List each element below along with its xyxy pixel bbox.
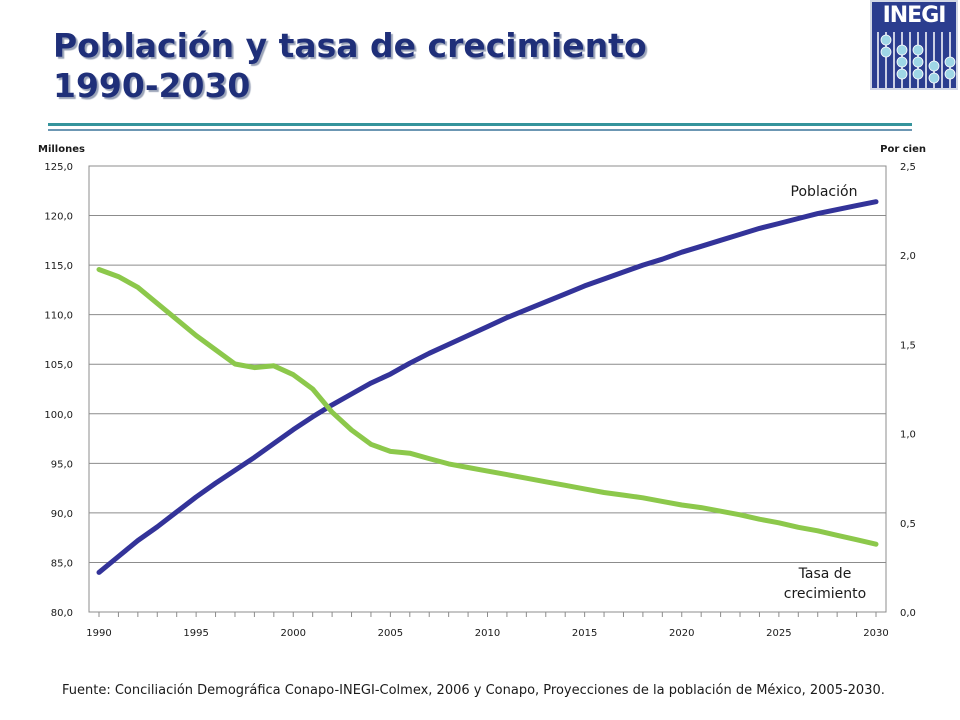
grid-layer (89, 165, 886, 613)
x-tick-label: 2000 (281, 628, 306, 639)
title-line-2: 1990-2030 (53, 66, 251, 105)
tasa-annotation-line: Tasa de (798, 566, 852, 582)
x-tick-label: 2005 (378, 628, 403, 639)
annotation-layer: Población Tasa de crecimiento (784, 184, 866, 602)
y-left-tick-label: 85,0 (51, 558, 73, 569)
y-left-axis-label: Millones (38, 144, 85, 155)
y-left-tick-label: 105,0 (44, 360, 73, 371)
plot-area (88, 165, 887, 613)
title-divider-bottom (48, 129, 912, 131)
y-left-tick-label: 115,0 (44, 261, 73, 272)
poblacion-annotation: Población (791, 184, 858, 200)
x-tick-label: 2010 (475, 628, 500, 639)
page-title: Población y tasa de crecimiento 1990-203… (53, 26, 647, 106)
x-tick-label: 1995 (183, 628, 208, 639)
y-right-tick-label: 2,0 (900, 251, 916, 262)
title-divider-top (48, 123, 912, 126)
axes-layer: 80,0 85,0 90,0 95,0 100,0 105,0 110,0 115,0 120,… (38, 144, 926, 639)
y-right-tick-label: 1,5 (900, 340, 916, 351)
y-right-tick-label: 0,0 (900, 608, 916, 619)
logo-text: INEGI (882, 3, 947, 28)
y-right-tick-label: 2,5 (900, 162, 916, 173)
y-left-tick-label: 80,0 (51, 608, 73, 619)
y-right-axis-label: Por cien (880, 144, 926, 155)
y-left-tick-label: 90,0 (51, 509, 73, 520)
series-layer (96, 199, 879, 575)
y-right-tick-label: 1,0 (900, 430, 916, 441)
poblacion-line (96, 199, 879, 575)
inegi-logo-dots-icon (877, 32, 956, 88)
tasa-annotation-line: crecimiento (784, 586, 866, 602)
x-tick-label: 1990 (86, 628, 111, 639)
source-note: Fuente: Conciliación Demográfica Conapo-… (62, 683, 885, 698)
title-line-1: Población y tasa de crecimiento (53, 26, 647, 65)
y-left-tick-label: 95,0 (51, 459, 73, 470)
x-tick-label: 2025 (766, 628, 791, 639)
x-tick-label: 2015 (572, 628, 597, 639)
x-tick-label: 2030 (863, 628, 888, 639)
y-left-tick-label: 120,0 (44, 212, 73, 223)
y-left-tick-label: 110,0 (44, 311, 73, 322)
x-tick-label: 2020 (669, 628, 694, 639)
y-right-tick-label: 0,5 (900, 519, 916, 530)
y-left-tick-label: 125,0 (44, 162, 73, 173)
tasa-crecimiento-line (96, 267, 879, 547)
inegi-logo: INEGI (870, 0, 958, 90)
y-left-tick-label: 100,0 (44, 410, 73, 421)
